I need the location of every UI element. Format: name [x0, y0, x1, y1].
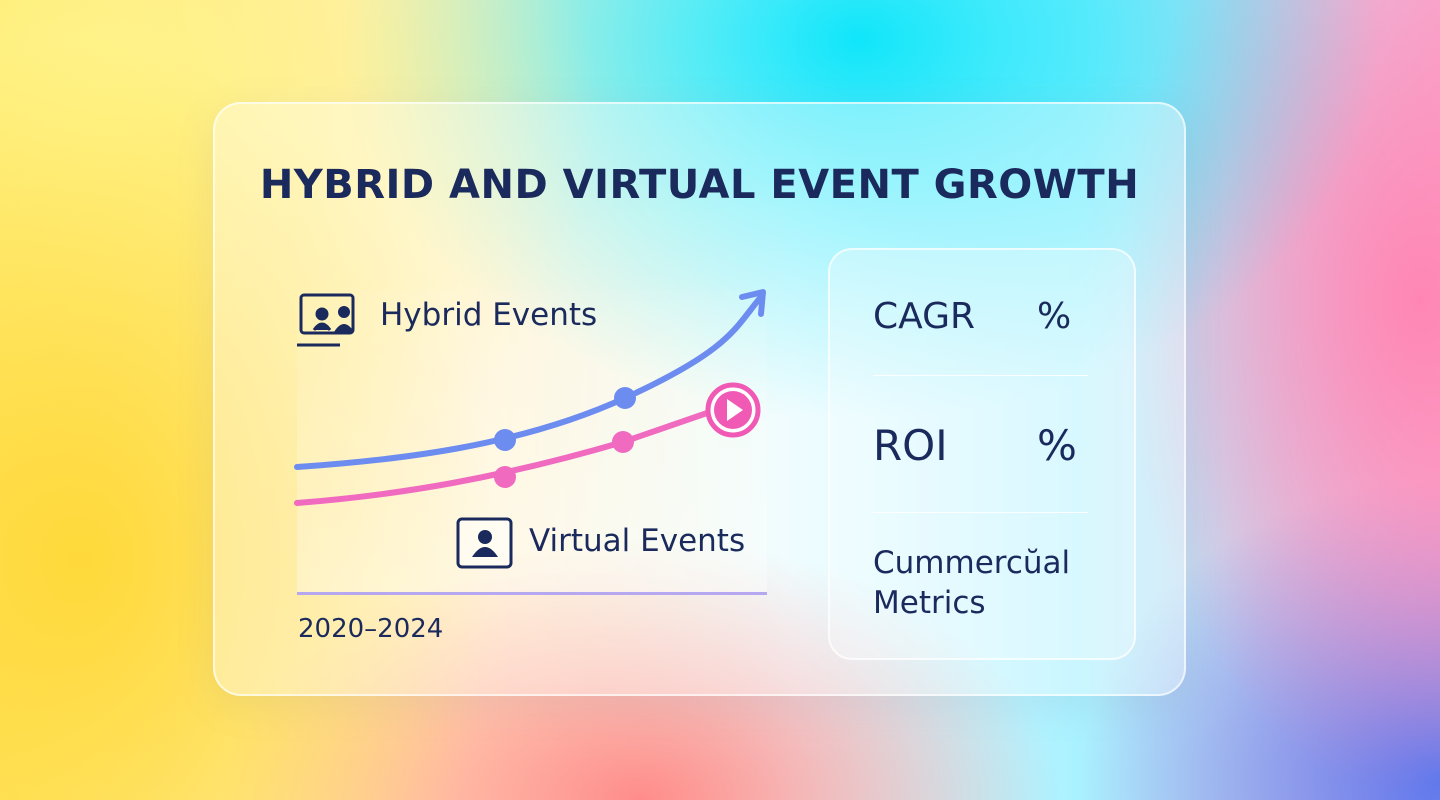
- plot-area: [297, 290, 767, 593]
- separator: [873, 512, 1088, 513]
- hybrid-curve: [294, 295, 763, 470]
- legend-label: Virtual Events: [529, 523, 746, 559]
- metric-label: ROI: [873, 421, 948, 470]
- metrics-footer: Cummercŭal Metrics: [873, 545, 1071, 621]
- metric-unit: %: [1037, 421, 1077, 470]
- card: [213, 102, 1186, 696]
- virtual-point: [494, 466, 516, 488]
- hybrid-point: [614, 387, 636, 409]
- metric-unit: %: [1037, 296, 1072, 337]
- virtual-icon: [456, 517, 513, 569]
- title: HYBRID AND VIRTUAL EVENT GROWTH: [259, 162, 1140, 208]
- axis-line: [297, 592, 767, 595]
- period-label: 2020–2024: [298, 614, 444, 644]
- separator: [873, 375, 1088, 376]
- hybrid-arrowhead: [739, 289, 766, 317]
- metrics-panel: [828, 248, 1136, 660]
- metric-label: CAGR: [873, 296, 976, 337]
- virtual-point: [612, 431, 634, 453]
- virtual-curve: [294, 409, 713, 506]
- play-icon: [705, 382, 761, 438]
- hybrid-point: [494, 429, 516, 451]
- hybrid-icon: [297, 293, 355, 347]
- legend-label: Hybrid Events: [380, 297, 598, 333]
